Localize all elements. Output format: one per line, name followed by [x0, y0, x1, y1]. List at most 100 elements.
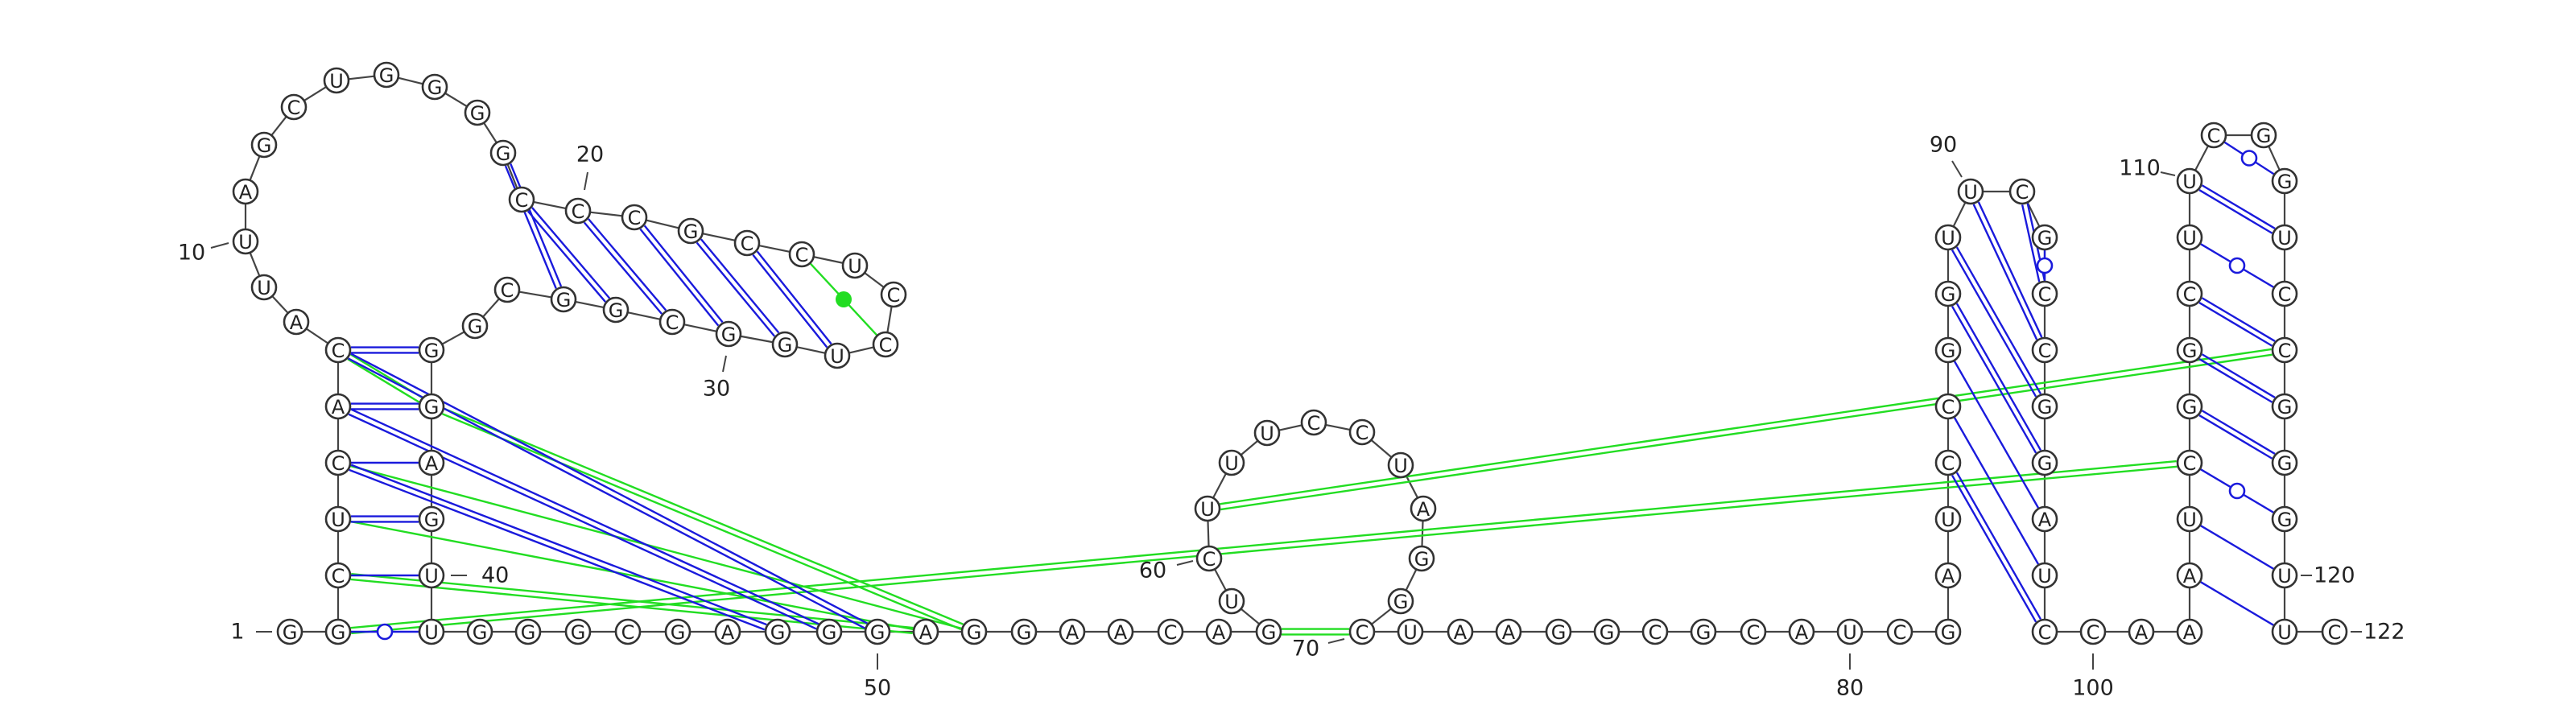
- nucleotide-letter: G: [2037, 452, 2053, 475]
- nucleotide-circle: [2176, 167, 2203, 195]
- nucleotide-circle: [1740, 618, 1767, 645]
- backbone-segment: [1370, 439, 1393, 459]
- nucleotide-letter: G: [822, 621, 837, 644]
- nucleotide-circle: [1447, 618, 1474, 645]
- nucleotide-circle: [418, 505, 445, 533]
- nucleotide-circle: [1010, 618, 1038, 645]
- nucleotide-circle: [324, 562, 352, 589]
- nucleotide-circle: [2031, 505, 2058, 533]
- base-pair: [1972, 204, 2038, 340]
- nucleotide-42: G: [466, 618, 493, 645]
- nucleotide-letter: A: [919, 621, 933, 644]
- backbone-segment: [1212, 472, 1227, 499]
- nucleotide-letter: G: [331, 621, 346, 644]
- backbone-segment: [271, 295, 289, 314]
- nucleotide-circle: [2008, 178, 2036, 205]
- tertiary-dot-marker: [836, 291, 852, 307]
- position-number: 30: [703, 377, 730, 402]
- nucleotide-12: G: [250, 131, 278, 159]
- nucleotide-letter: G: [379, 64, 394, 87]
- nucleotide-circle: [418, 393, 445, 420]
- backbone-segment: [1405, 568, 1418, 592]
- nucleotide-letter: C: [2183, 283, 2197, 306]
- base-pair: [1951, 474, 2037, 623]
- backbone-segment: [482, 298, 500, 318]
- nucleotide-66: U: [1387, 451, 1414, 479]
- nucleotide-circle: [2031, 336, 2058, 364]
- nucleotide-circle: [824, 342, 851, 369]
- nucleotide-letter: U: [1224, 591, 1239, 613]
- nucleotide-letter: U: [2277, 565, 2292, 587]
- nucleotide-circle: [658, 308, 686, 336]
- nucleotide-118: G: [2271, 449, 2298, 476]
- nucleotide-letter: C: [1893, 621, 1907, 644]
- nucleotide-letter: C: [2207, 125, 2221, 147]
- nucleotide-119: G: [2271, 505, 2298, 533]
- nucleotide-circle: [1641, 618, 1669, 645]
- nucleotide-circle: [2176, 449, 2203, 476]
- nucleotide-78: C: [1740, 618, 1767, 645]
- nucleotide-letter: G: [1941, 340, 1956, 362]
- nucleotide-circle: [464, 99, 491, 126]
- base-pair: [2198, 414, 2273, 460]
- position-tick: [210, 242, 229, 249]
- base-pair: [510, 163, 563, 287]
- backbone-segment: [249, 252, 261, 277]
- nucleotide-letter: C: [1747, 621, 1761, 644]
- nucleotide-circle: [1408, 545, 1435, 572]
- nucleotide-circle: [1934, 224, 1962, 251]
- nucleotide-48: G: [764, 618, 791, 645]
- position-label-50: 50: [864, 653, 891, 701]
- backbone-segment: [441, 331, 465, 345]
- backbone-segment: [813, 256, 844, 264]
- nucleotide-letter: G: [1696, 621, 1711, 644]
- backbone-segment: [646, 219, 679, 229]
- base-pair: [2021, 204, 2041, 282]
- base-pair: [2201, 353, 2276, 398]
- nucleotide-letter: G: [1017, 621, 1032, 644]
- nucleotide-circle: [324, 449, 352, 476]
- nucleotide-letter: A: [1114, 621, 1128, 644]
- base-pair: [2200, 581, 2274, 626]
- nucleotide-84: U: [1934, 505, 1962, 533]
- nucleotide-circle: [2271, 449, 2298, 476]
- nucleotide-letter: C: [287, 97, 301, 119]
- nucleotide-letter: C: [2016, 181, 2029, 204]
- nucleotide-circle: [418, 562, 445, 589]
- nucleotide-67: A: [1410, 495, 1437, 522]
- nucleotide-letter: U: [424, 621, 439, 644]
- base-pair: [1951, 249, 2037, 398]
- nucleotide-circle: [418, 336, 445, 364]
- backbone-segment: [2194, 145, 2209, 171]
- nucleotide-circle: [1788, 618, 1815, 645]
- position-number: 60: [1139, 559, 1166, 583]
- position-label-120: 120: [2301, 563, 2355, 588]
- nucleotide-letter: G: [967, 621, 982, 644]
- nucleotide-25: U: [841, 252, 869, 279]
- tertiary-interaction: [350, 460, 2177, 629]
- nucleotide-circle: [715, 320, 742, 348]
- nucleotide-circle: [602, 296, 630, 324]
- nucleotide-letter: A: [1454, 621, 1468, 644]
- backbone-segment: [249, 155, 261, 181]
- nucleotide-102: A: [2176, 618, 2203, 645]
- nucleotide-15: G: [373, 61, 400, 89]
- nucleotide-letter: C: [1203, 548, 1216, 571]
- nucleotide-circle: [2271, 505, 2298, 533]
- nucleotide-32: G: [602, 296, 630, 324]
- position-tick: [1327, 638, 1345, 644]
- nucleotide-letter: U: [238, 231, 253, 254]
- nucleotide-circle: [664, 618, 691, 645]
- position-label-1: 1: [230, 620, 272, 645]
- backbone-segment: [575, 300, 605, 309]
- nucleotide-letter: U: [2182, 509, 2197, 531]
- position-label-100: 100: [2072, 653, 2114, 701]
- nucleotide-22: G: [677, 217, 704, 245]
- nucleotide-circle: [1205, 618, 1232, 645]
- nucleotide-60: C: [1195, 545, 1223, 572]
- position-label-110: 110: [2119, 156, 2176, 181]
- position-label-30: 30: [703, 355, 730, 402]
- nucleotide-98: U: [2031, 562, 2058, 589]
- backbone-layer: [244, 75, 2322, 633]
